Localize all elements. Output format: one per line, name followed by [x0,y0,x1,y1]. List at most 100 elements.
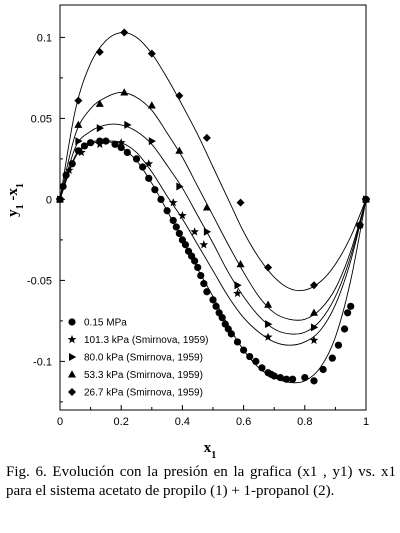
star-marker [190,227,200,236]
star-marker [199,240,209,249]
diamond-marker [95,47,104,56]
circle-marker [240,346,248,354]
circle-marker [227,330,235,338]
circle-marker [258,364,266,372]
fit-curve [59,140,367,384]
circle-marker [139,163,147,171]
star-marker [67,334,77,344]
x-tick-label: 0 [57,416,63,428]
circle-marker [68,160,76,168]
diamond-marker [264,263,273,272]
fit-curve [59,123,367,335]
fit-curve [59,140,367,346]
y-tick-label: 0.1 [37,32,52,44]
circle-marker [151,186,159,194]
circle-marker [233,338,242,346]
circle-marker [270,372,278,380]
circle-marker [212,302,220,310]
triangle-up-marker [147,101,156,109]
star-marker [77,147,86,157]
circle-marker [288,375,297,383]
triangle-up-marker [68,370,76,378]
legend-label: 0.15 MPa [84,318,127,329]
figure-caption: Fig. 6. Evolución con la presión en la g… [6,464,396,499]
x-tick-label: 0.6 [236,416,251,428]
circle-marker [117,143,125,152]
circle-marker [172,223,180,231]
triangle-right-marker [148,137,156,146]
triangle-right-marker [310,323,319,332]
legend: 0.15 MPa 101.3 kPa (Smirnova, 1959) 80.0 k… [67,318,209,399]
triangle-right-marker [69,353,77,361]
y-axis-ticks: 0.1 0.05 0 -0.05 -0.1 [27,32,65,403]
circle-marker [123,148,131,157]
diamond-marker [74,96,83,105]
circle-marker [218,314,226,322]
circle-marker [197,271,205,280]
circle-marker [181,241,190,249]
circle-marker [68,318,76,326]
diamond-marker [202,133,211,142]
circle-marker [80,142,89,150]
star-marker [168,198,178,207]
x-axis-title: x1 [204,440,217,460]
triangle-up-marker [309,308,318,316]
circle-marker [169,216,177,225]
triangle-right-marker [176,182,184,191]
x-axis-ticks: 0 0.2 0.4 0.6 0.8 1 [57,405,369,428]
plot-area-frame [59,4,367,411]
triangle-right-marker [265,320,273,329]
triangle-up-marker [120,88,129,96]
circle-marker [157,195,165,203]
x-tick-label: 0.4 [175,416,190,428]
circle-marker [328,354,336,362]
y-tick-label: 0.05 [31,113,52,125]
circle-marker [175,229,183,238]
y-axis-title: y1 -x1 [5,183,26,217]
triangle-up-marker [264,300,273,308]
star-marker [95,139,105,149]
circle-marker [59,182,67,191]
triangle-right-marker [96,124,104,133]
circle-marker [102,137,110,145]
star-marker [178,211,187,220]
circle-marker [145,174,153,182]
star-marker [233,288,242,298]
circle-marker [301,374,309,382]
diamond-marker [175,91,184,100]
x-tick-label: 1 [363,416,369,428]
y-tick-label: 0 [46,194,52,206]
diamond-marker [68,388,76,396]
circle-marker [191,257,199,265]
diamond-marker [362,195,370,204]
circle-marker [276,374,284,382]
circle-marker [111,140,119,148]
circle-marker [163,207,171,215]
circle-marker [87,139,95,147]
fit-curves [59,32,367,384]
legend-label: 26.7 kPa (Smirnova, 1959) [84,388,203,399]
triangle-up-marker [175,146,184,154]
circle-marker [347,302,355,310]
star-marker [309,335,319,345]
circle-marker [194,263,202,272]
circle-marker [200,280,208,288]
y-tick-label: -0.1 [33,356,52,368]
triangle-up-marker [74,120,83,128]
chart: 0 0.2 0.4 0.6 0.8 1 0.1 0.05 0 -0.05 -0.1 x1 y1 -… [5,4,371,460]
diamond-marker [236,198,245,207]
circle-marker [62,171,70,179]
circle-marker [282,375,291,383]
y-tick-label: -0.05 [27,275,52,287]
data-markers [55,28,371,385]
circle-marker [340,325,349,333]
x-tick-label: 0.2 [114,416,129,428]
star-marker [355,220,365,230]
diamond-marker [309,281,318,290]
legend-label: 80.0 kPa (Smirnova, 1959) [84,353,203,364]
circle-marker [344,309,352,317]
fit-curve [59,32,367,292]
circle-marker [252,357,260,365]
circle-marker [319,365,327,374]
